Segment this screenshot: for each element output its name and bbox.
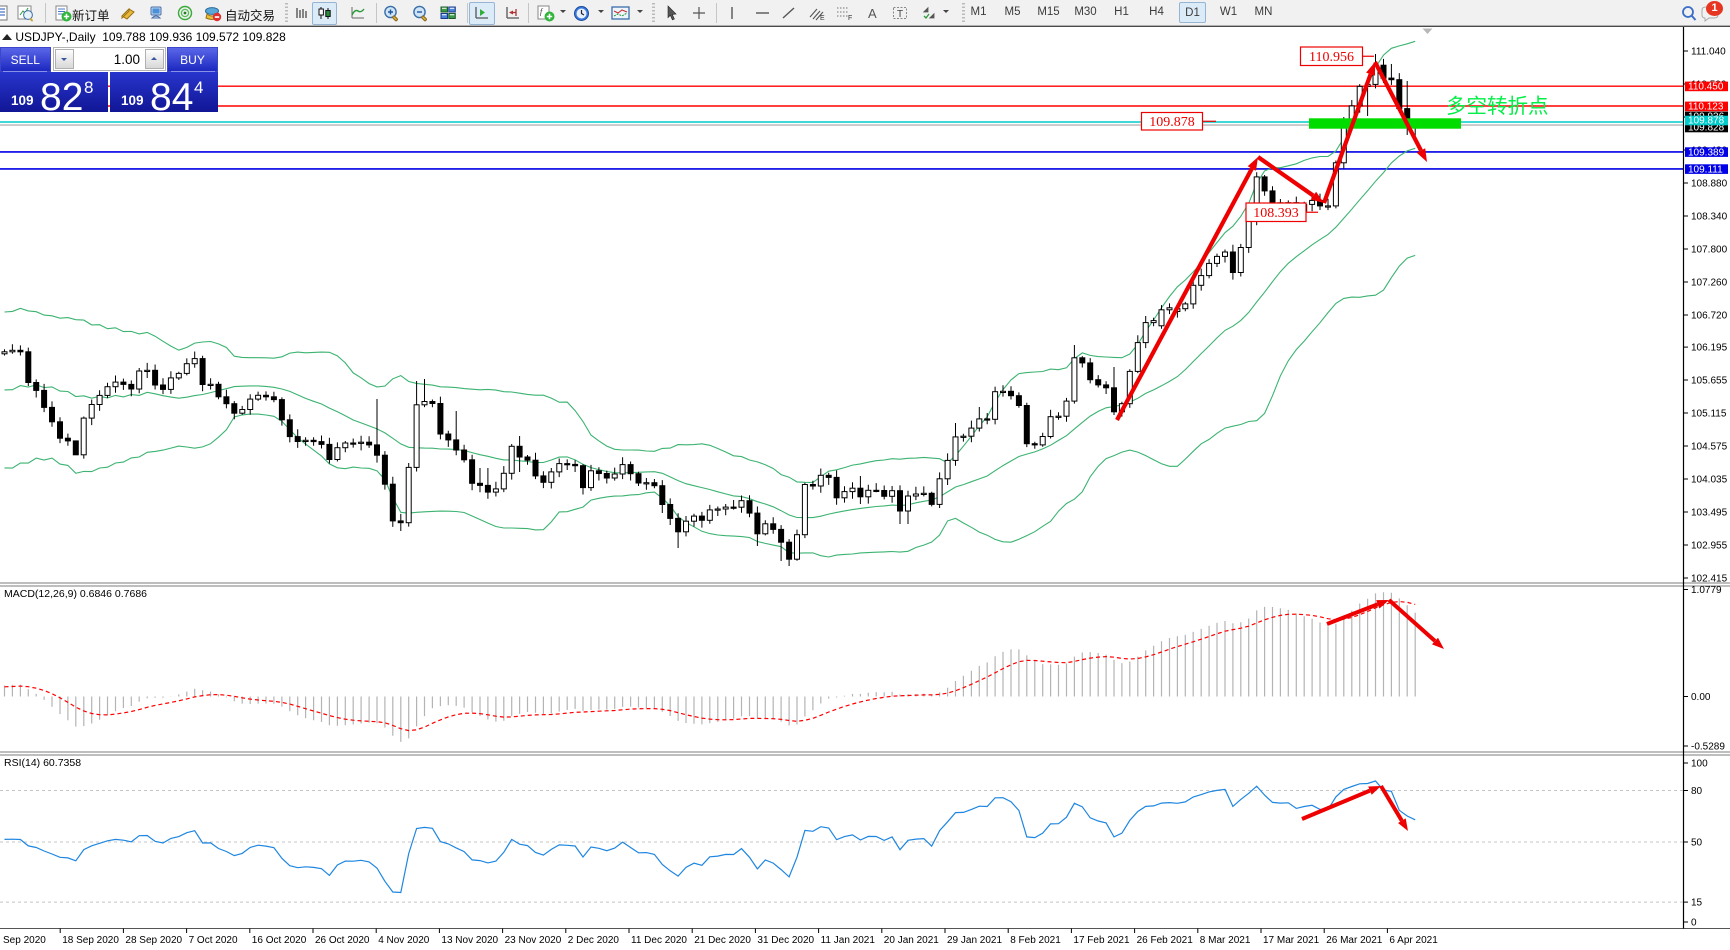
- svg-text:102.955: 102.955: [1691, 541, 1728, 552]
- svg-text:RSI(14) 60.7358: RSI(14) 60.7358: [4, 757, 81, 769]
- svg-text:108.393: 108.393: [1253, 206, 1299, 221]
- svg-text:111.040: 111.040: [1691, 47, 1726, 58]
- svg-text:106.720: 106.720: [1691, 311, 1728, 322]
- svg-text:26 Feb 2021: 26 Feb 2021: [1137, 935, 1194, 946]
- svg-text:0.00: 0.00: [1691, 692, 1711, 703]
- svg-text:11 Dec 2020: 11 Dec 2020: [631, 935, 687, 946]
- svg-text:18 Sep 2020: 18 Sep 2020: [62, 935, 119, 946]
- svg-text:13 Nov 2020: 13 Nov 2020: [441, 935, 498, 946]
- svg-text:16 Oct 2020: 16 Oct 2020: [252, 935, 307, 946]
- svg-text:F: F: [848, 15, 852, 22]
- svg-text:6 Apr 2021: 6 Apr 2021: [1389, 935, 1438, 946]
- svg-text:102.415: 102.415: [1691, 574, 1728, 585]
- svg-text:107.260: 107.260: [1691, 278, 1728, 289]
- svg-text:26 Mar 2021: 26 Mar 2021: [1326, 935, 1383, 946]
- svg-text:110.956: 110.956: [1309, 50, 1354, 65]
- svg-text:2 Dec 2020: 2 Dec 2020: [568, 935, 620, 946]
- svg-text:105.655: 105.655: [1691, 376, 1728, 387]
- svg-text:MACD(12,26,9) 0.6846 0.7686: MACD(12,26,9) 0.6846 0.7686: [4, 588, 147, 600]
- svg-text:0: 0: [1691, 918, 1697, 929]
- svg-text:17 Feb 2021: 17 Feb 2021: [1073, 935, 1130, 946]
- svg-text:A: A: [868, 6, 877, 21]
- svg-text:103.495: 103.495: [1691, 508, 1728, 519]
- svg-text:105.115: 105.115: [1691, 409, 1727, 420]
- svg-text:1.0779: 1.0779: [1691, 585, 1722, 596]
- svg-text:8 Mar 2021: 8 Mar 2021: [1200, 935, 1251, 946]
- svg-text:110.450: 110.450: [1688, 82, 1724, 93]
- svg-text:109.878: 109.878: [1688, 116, 1725, 127]
- svg-text:106.195: 106.195: [1691, 343, 1728, 354]
- svg-text:109.828: 109.828: [1688, 123, 1725, 134]
- svg-text:-0.5289: -0.5289: [1691, 742, 1725, 753]
- svg-text:108.880: 108.880: [1691, 179, 1728, 190]
- svg-text:15: 15: [1691, 898, 1703, 909]
- svg-text:50: 50: [1691, 838, 1703, 849]
- svg-text:多空转折点: 多空转折点: [1446, 95, 1549, 118]
- svg-text:108.340: 108.340: [1691, 212, 1728, 223]
- svg-text:31 Dec 2020: 31 Dec 2020: [757, 935, 814, 946]
- svg-text:104.575: 104.575: [1691, 442, 1728, 453]
- svg-text:20 Jan 2021: 20 Jan 2021: [884, 935, 939, 946]
- svg-text:7 Oct 2020: 7 Oct 2020: [189, 935, 238, 946]
- svg-text:109.389: 109.389: [1688, 147, 1725, 158]
- svg-text:17 Mar 2021: 17 Mar 2021: [1263, 935, 1320, 946]
- svg-text:11 Jan 2021: 11 Jan 2021: [821, 935, 876, 946]
- svg-text:4 Nov 2020: 4 Nov 2020: [378, 935, 430, 946]
- svg-text:f: f: [540, 7, 544, 16]
- svg-text:109.878: 109.878: [1149, 115, 1195, 130]
- svg-text:Sep 2020: Sep 2020: [3, 935, 46, 946]
- svg-text:80: 80: [1691, 786, 1703, 797]
- svg-text:29 Jan 2021: 29 Jan 2021: [947, 935, 1002, 946]
- svg-text:104.035: 104.035: [1691, 475, 1728, 486]
- svg-text:26 Oct 2020: 26 Oct 2020: [315, 935, 370, 946]
- svg-text:21 Dec 2020: 21 Dec 2020: [694, 935, 751, 946]
- svg-text:E: E: [820, 15, 825, 22]
- svg-text:109.111: 109.111: [1688, 164, 1723, 175]
- svg-text:100: 100: [1691, 759, 1708, 770]
- svg-text:T: T: [897, 9, 903, 20]
- svg-text:8 Feb 2021: 8 Feb 2021: [1010, 935, 1061, 946]
- svg-text:23 Nov 2020: 23 Nov 2020: [505, 935, 562, 946]
- svg-text:110.123: 110.123: [1688, 102, 1724, 113]
- svg-text:28 Sep 2020: 28 Sep 2020: [125, 935, 182, 946]
- svg-text:107.800: 107.800: [1691, 245, 1728, 256]
